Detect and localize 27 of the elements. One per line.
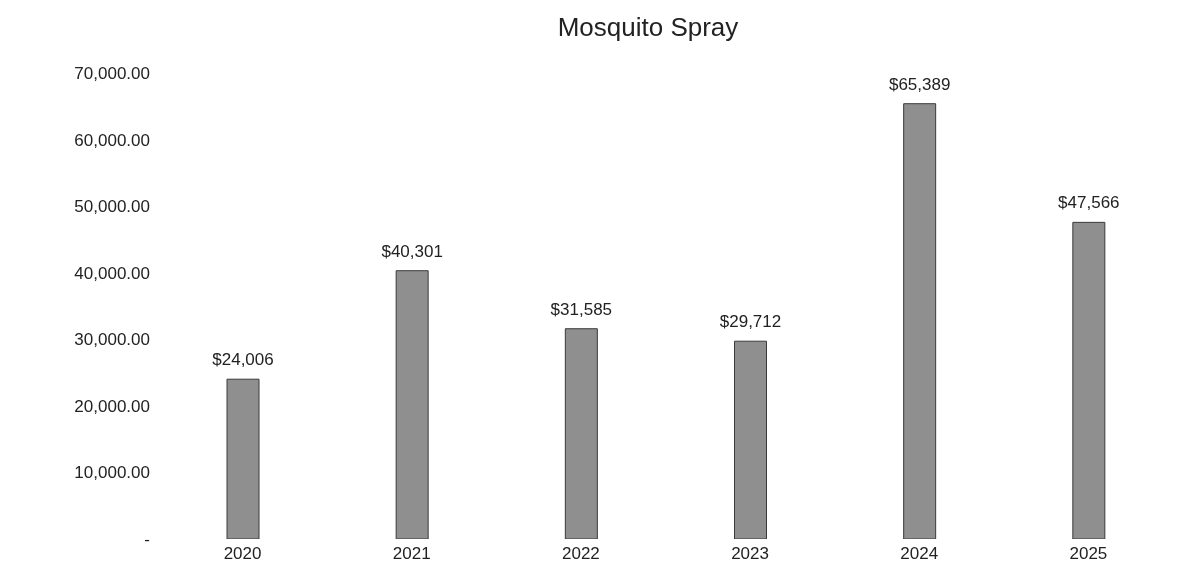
bar	[226, 378, 260, 539]
data-label: $47,566	[1058, 193, 1120, 213]
bar	[395, 270, 429, 539]
y-tick-label: 40,000.00	[74, 263, 150, 283]
data-label: $24,006	[212, 350, 274, 370]
y-tick-label: 70,000.00	[74, 64, 150, 84]
x-tick-label: 2023	[731, 544, 769, 564]
x-tick-label: 2021	[392, 544, 431, 564]
data-label: $29,712	[719, 312, 782, 332]
y-tick-label: 30,000.00	[74, 330, 150, 350]
bar	[1072, 221, 1106, 539]
x-tick-label: 2024	[900, 544, 939, 564]
y-tick-label: -	[144, 530, 150, 550]
data-label: $65,389	[888, 74, 951, 94]
x-tick-label: 2022	[562, 544, 600, 564]
y-tick-label: 50,000.00	[74, 197, 150, 217]
y-tick-label: 20,000.00	[74, 396, 150, 416]
bar	[903, 103, 937, 539]
chart-title: Mosquito Spray	[557, 12, 739, 42]
bar	[734, 340, 767, 539]
y-tick-label: 60,000.00	[74, 130, 150, 150]
data-label: $31,585	[550, 299, 613, 319]
x-tick-label: 2025	[1069, 544, 1108, 564]
data-label: $40,301	[381, 241, 443, 261]
y-tick-label: 10,000.00	[74, 463, 150, 483]
bar	[564, 328, 598, 539]
x-tick-label: 2020	[223, 544, 262, 564]
